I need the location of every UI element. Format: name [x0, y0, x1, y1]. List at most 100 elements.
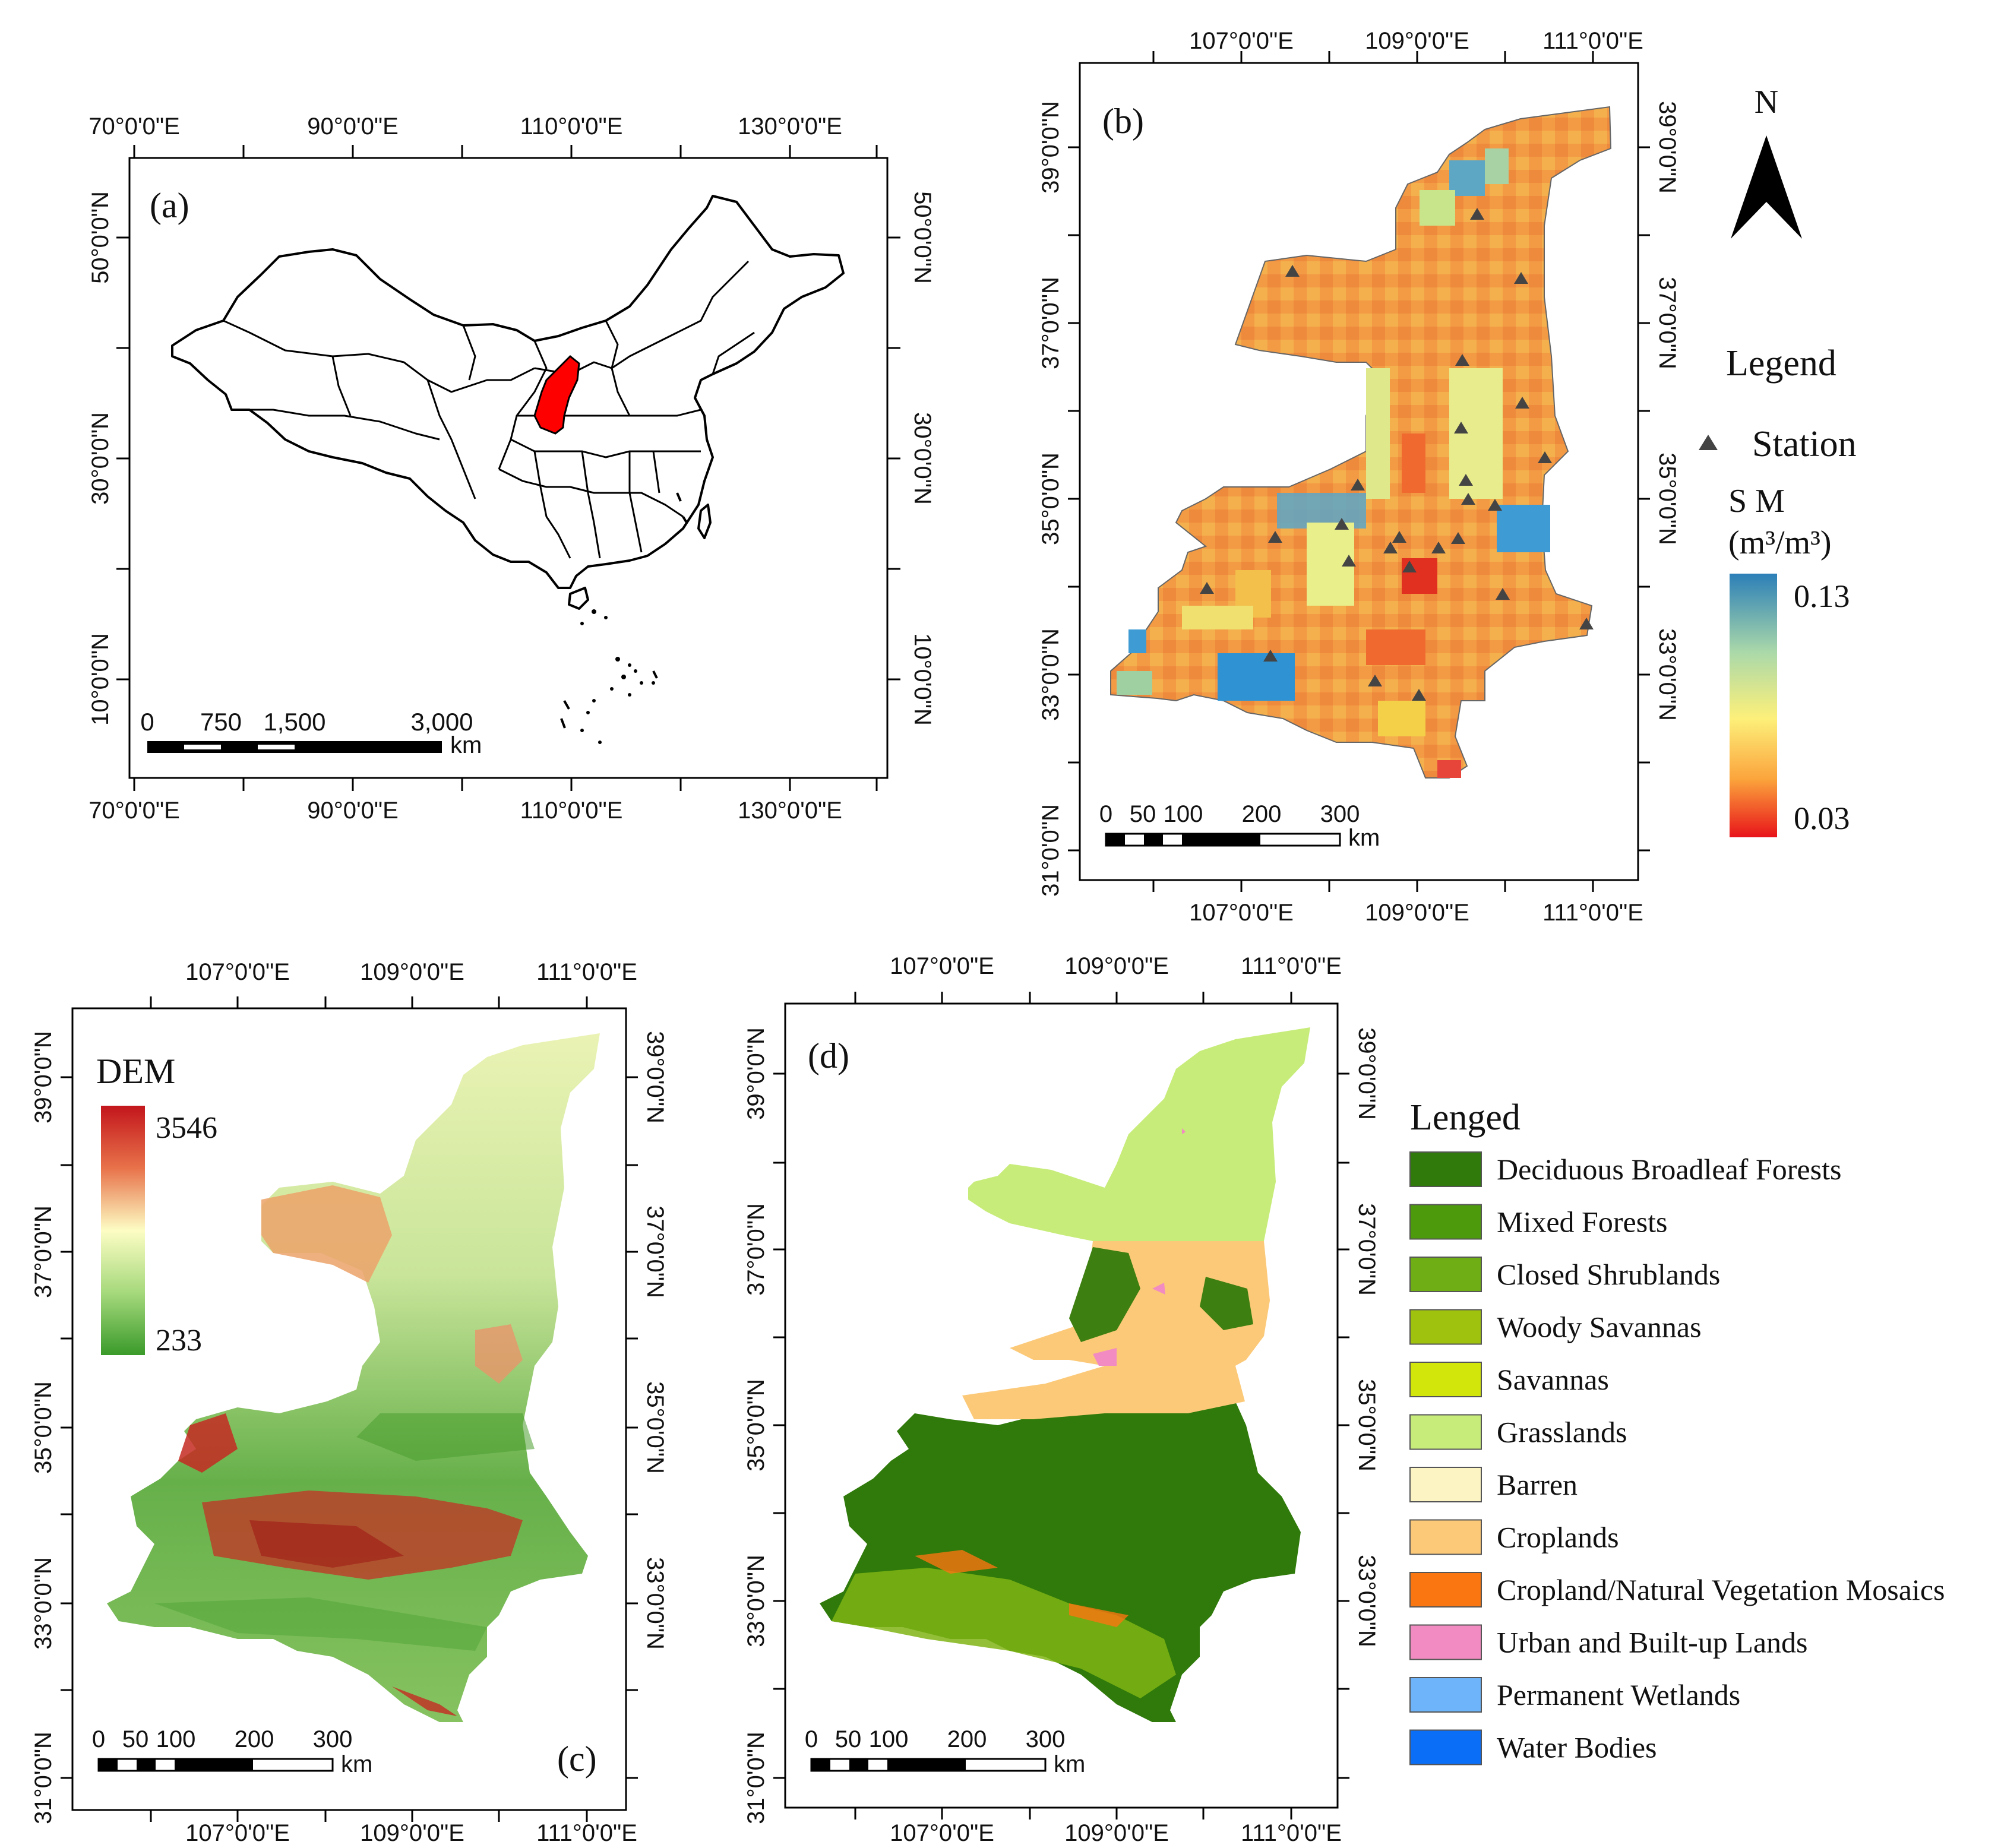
lon-tick-label: 130°0'0"E [738, 798, 842, 824]
landcover-woody-savannas [832, 1568, 1176, 1698]
scale-unit: km [1054, 1751, 1085, 1777]
scale-label: 50 [1130, 801, 1156, 827]
lon-tick-label: 90°0'0"E [307, 113, 399, 140]
lon-tick-label: 130°0'0"E [738, 113, 842, 140]
legend-swatch [1409, 1151, 1482, 1187]
scale-label: 200 [235, 1726, 274, 1752]
sm-min-label: 0.03 [1794, 800, 1850, 836]
lat-tick-label: 50°0'0"N [87, 191, 113, 284]
lon-tick-label: 70°0'0"E [88, 113, 180, 140]
lat-tick-label: 39°0'0"N [642, 1031, 668, 1124]
hainan-island [568, 587, 589, 610]
scale-label: 300 [1026, 1726, 1066, 1752]
panel-d-lon-ticks: 107°0'0"E 109°0'0"E 111°0'0"E 107°0'0"E … [854, 953, 1342, 1846]
panel-a: (a) 70°0'0"E 90°0'0"E 110°0'0"E 130°0'0"… [87, 113, 935, 824]
landcover-croplands-belt [962, 1366, 1245, 1419]
panel-c: 107°0'0"E 109°0'0"E 111°0'0"E 107°0'0"E … [30, 959, 668, 1846]
scale-unit: km [450, 732, 482, 758]
lon-tick-label: 111°0'0"E [536, 959, 637, 985]
panel-b-label: (b) [1102, 102, 1144, 141]
panel-b-lon-ticks: 107°0'0"E 109°0'0"E 111°0'0"E 107°0'0"E … [1152, 28, 1643, 926]
lat-tick-label: 37°0'0"N [1038, 277, 1064, 369]
legend-label: Woody Savannas [1497, 1311, 1702, 1344]
scale-label: 100 [869, 1726, 909, 1752]
north-label: N [1755, 84, 1778, 121]
lon-tick-label: 109°0'0"E [1064, 953, 1169, 979]
lat-tick-label: 35°0'0"N [743, 1379, 769, 1472]
legend-label: Croplands [1497, 1521, 1619, 1554]
legend-swatch [1409, 1677, 1482, 1713]
lon-tick-label: 107°0'0"E [185, 959, 290, 985]
lon-tick-label: 70°0'0"E [88, 798, 180, 824]
panel-b: (b) 107°0'0"E 109°0'0"E 111°0'0"E 107°0'… [1038, 28, 1857, 926]
legend-item: Permanent Wetlands [1409, 1677, 1740, 1713]
province-boundaries [223, 260, 755, 559]
landcover-croplands [1010, 1241, 1270, 1366]
landcover-forests-south [820, 1401, 1301, 1722]
lon-tick-label: 109°0'0"E [1064, 1820, 1169, 1846]
station-legend-label: Station [1752, 424, 1857, 464]
scale-label: 0 [140, 708, 154, 736]
panel-b-scalebar: 0 50 100 200 300 km [1099, 801, 1380, 851]
legend-item: Closed Shrublands [1409, 1257, 1720, 1292]
panel-b-lat-ticks: 39°0'0"N 37°0'0"N 35°0'0"N 33°0'0"N 31°0… [1038, 101, 1680, 897]
north-arrow: N [1731, 84, 1802, 239]
lon-tick-label: 109°0'0"E [360, 959, 464, 985]
legend-label: Water Bodies [1497, 1731, 1657, 1764]
panel-a-top-ticks: 70°0'0"E 90°0'0"E 110°0'0"E 130°0'0"E [88, 113, 878, 158]
legend-swatch [1409, 1624, 1482, 1660]
china-outline [171, 195, 845, 589]
scale-label: 1,500 [263, 708, 325, 736]
sm-legend-title: S M [1728, 483, 1785, 520]
lat-tick-label: 33°0'0"N [1654, 628, 1680, 721]
panel-a-label: (a) [150, 186, 189, 225]
legend-swatch [1409, 1414, 1482, 1450]
scale-label: 100 [1164, 801, 1203, 827]
lon-tick-label: 111°0'0"E [536, 1820, 637, 1846]
lat-tick-label: 35°0'0"N [30, 1381, 56, 1474]
landcover-legend: Lenged Deciduous Broadleaf Forests Mixed … [1409, 1097, 1945, 1765]
legend-item: Deciduous Broadleaf Forests [1409, 1151, 1841, 1187]
scale-unit: km [341, 1751, 372, 1777]
legend-item: Grasslands [1409, 1414, 1627, 1450]
panel-d: (d) 107°0'0"E 109°0'0"E 111°0'0"E 107°0'… [743, 953, 1945, 1846]
legend-label: Barren [1497, 1468, 1578, 1501]
legend-swatch [1409, 1572, 1482, 1607]
station-legend-icon [1699, 435, 1718, 450]
dem-min-label: 233 [156, 1324, 202, 1357]
scale-label: 0 [805, 1726, 818, 1752]
lat-tick-label: 33°0'0"N [642, 1557, 668, 1650]
scale-label: 50 [122, 1726, 149, 1752]
lat-tick-label: 37°0'0"N [30, 1205, 56, 1298]
dem-colorbar [101, 1106, 145, 1355]
lat-tick-label: 30°0'0"N [909, 412, 935, 505]
lat-tick-label: 39°0'0"N [30, 1031, 56, 1124]
lat-tick-label: 31°0'0"N [1038, 804, 1064, 897]
legend-label: Mixed Forests [1497, 1205, 1668, 1239]
legend-item: Barren [1409, 1467, 1578, 1502]
lat-tick-label: 37°0'0"N [642, 1205, 668, 1298]
legend-label: Urban and Built-up Lands [1497, 1626, 1808, 1659]
lat-tick-label: 31°0'0"N [30, 1732, 56, 1824]
lat-tick-label: 39°0'0"N [1654, 101, 1680, 194]
lat-tick-label: 33°0'0"N [1038, 628, 1064, 721]
lat-tick-label: 37°0'0"N [1654, 277, 1680, 369]
legend-swatch [1409, 1467, 1482, 1502]
lon-tick-label: 107°0'0"E [1189, 28, 1294, 54]
dem-relief [154, 1185, 535, 1716]
lat-tick-label: 10°0'0"N [87, 633, 113, 726]
legend-swatch [1409, 1204, 1482, 1240]
lat-tick-label: 39°0'0"N [1038, 101, 1064, 194]
legend-item: Savannas [1409, 1362, 1609, 1397]
legend-item: Cropland/Natural Vegetation Mosaics [1409, 1572, 1945, 1607]
legend-item: Croplands [1409, 1519, 1619, 1555]
panel-c-lat-ticks: 39°0'0"N 37°0'0"N 35°0'0"N 33°0'0"N 31°0… [30, 1031, 668, 1824]
lon-tick-label: 107°0'0"E [890, 953, 994, 979]
scale-label: 750 [200, 708, 242, 736]
panel-c-lon-ticks: 107°0'0"E 109°0'0"E 111°0'0"E 107°0'0"E … [150, 959, 637, 1846]
legend-swatch [1409, 1519, 1482, 1555]
legend-swatch [1409, 1362, 1482, 1397]
panel-c-scalebar: 0 50 100 200 300 km [92, 1726, 372, 1777]
legend-swatch [1409, 1309, 1482, 1345]
